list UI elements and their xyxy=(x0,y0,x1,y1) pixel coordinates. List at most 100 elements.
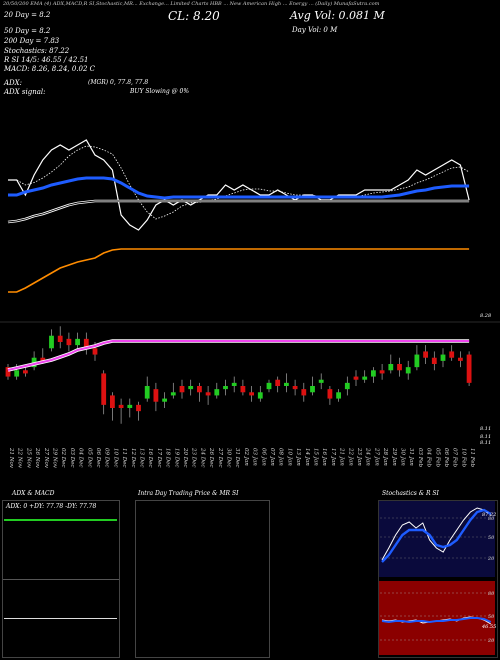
candle-body xyxy=(92,348,98,355)
candle-body xyxy=(75,338,80,346)
stoch-panel-title: Stochastics & R SI xyxy=(382,490,439,497)
candle-body xyxy=(110,395,115,408)
date-tick-label: 03 Dec xyxy=(69,448,75,468)
ema50-line-inner xyxy=(7,200,470,223)
candle-body xyxy=(162,398,167,402)
candle-body xyxy=(414,354,420,368)
date-tick-label: 22 Jan xyxy=(347,447,353,466)
date-tick-label: 22 Nov xyxy=(17,447,23,469)
date-tick-label: 20 Dec xyxy=(182,447,188,468)
candle-body xyxy=(362,376,368,380)
candle-body xyxy=(257,392,263,399)
date-tick-label: 02 Jan xyxy=(243,448,249,466)
date-tick-label: 17 Dec xyxy=(156,448,162,468)
date-tick-label: 17 Jan xyxy=(330,448,336,466)
candle-body xyxy=(344,382,350,390)
date-tick-label: 21 Nov xyxy=(8,447,14,469)
intraday-panel-title: Intra Day Trading Price & MR SI xyxy=(138,490,239,497)
date-tick-label: 04 Feb xyxy=(426,448,432,468)
candle-body xyxy=(14,370,20,377)
candle-body xyxy=(179,386,185,393)
candle-body xyxy=(327,389,333,399)
date-tick-label: 07 Feb xyxy=(452,448,458,468)
date-tick-label: 08 Jan xyxy=(278,448,284,466)
date-tick-label: 04 Dec xyxy=(78,448,84,468)
date-tick-label: 16 Jan xyxy=(321,448,327,466)
date-tick-label: 25 Nov xyxy=(25,447,31,469)
candle-body xyxy=(153,389,159,402)
stoch-rsi-panel xyxy=(378,500,498,658)
date-tick-label: 23 Dec xyxy=(191,447,197,468)
candle-body xyxy=(136,404,141,412)
date-tick-label: 21 Jan xyxy=(339,447,345,466)
candle-body xyxy=(223,386,228,390)
candle-body xyxy=(371,370,376,377)
price-label-top: 8.28 xyxy=(480,313,492,319)
candle-body xyxy=(188,386,194,390)
stoch-label: Stochastics: 87.22 xyxy=(4,47,70,55)
date-tick-label: 06 Dec xyxy=(95,448,101,468)
price-line xyxy=(8,139,470,231)
candle-body xyxy=(170,392,176,396)
candle-body xyxy=(240,386,246,393)
avg-vol-label: Avg Vol: 0.081 M xyxy=(290,9,385,22)
date-tick-label: 13 Jan xyxy=(295,448,301,466)
candle-body xyxy=(301,389,307,396)
day-vol-label: Day Vol: 0 M xyxy=(292,26,338,34)
candle-body xyxy=(449,351,455,358)
ema200-label: 200 Day = 7.83 xyxy=(4,37,60,45)
rsi-label: R SI 14/5: 46.55 / 42.51 xyxy=(4,56,89,64)
date-tick-label: 16 Dec xyxy=(147,448,153,468)
candle-body xyxy=(5,367,11,377)
candle-body xyxy=(83,338,89,349)
candle-body xyxy=(423,351,428,358)
intraday-panel xyxy=(135,500,270,658)
mrsi-label: (MGR) 0, 77.8, 77.8 xyxy=(88,79,149,86)
ema50-line-outer xyxy=(7,199,470,224)
adx-divider xyxy=(3,579,119,580)
date-tick-label: 27 Nov xyxy=(43,447,49,469)
candle-body xyxy=(318,379,324,383)
date-tick-label: 15 Jan xyxy=(313,448,319,466)
candle-body xyxy=(310,386,315,393)
date-tick-label: 28 Jan xyxy=(382,447,388,466)
date-tick-label: 18 Dec xyxy=(165,448,171,468)
date-tick-label: 03 Jan xyxy=(252,448,258,466)
date-tick-label: 26 Nov xyxy=(34,447,40,469)
ema20-line xyxy=(8,176,470,200)
candle-body xyxy=(336,392,341,399)
candle-body xyxy=(127,404,133,408)
date-tick-label: 02 Dec xyxy=(60,448,66,468)
adx-panel: ADX: 0 +DY: 77.78 -DY: 77.78 xyxy=(2,500,120,658)
price-average-line xyxy=(8,145,470,220)
date-tick-label: 24 Jan xyxy=(365,447,371,466)
magenta-average-line xyxy=(7,340,470,371)
date-tick-label: 30 Jan xyxy=(400,448,406,466)
candle-body xyxy=(292,386,298,390)
date-tick-label: 12 Dec xyxy=(130,448,136,468)
price-chart: 21 Nov 22 Nov 25 Nov 26 Nov 27 Nov 29 Nov 02 D… xyxy=(0,139,500,469)
date-tick-label: 31 Jan xyxy=(408,448,414,466)
date-tick-label: 14 Jan xyxy=(304,448,310,466)
date-tick-label: 30 Dec xyxy=(226,448,232,468)
candle-body xyxy=(205,392,211,396)
candle-body xyxy=(249,392,254,396)
date-tick-label: 19 Dec xyxy=(173,448,179,468)
date-tick-label: 13 Dec xyxy=(139,448,145,468)
date-tick-label: 31 Dec xyxy=(234,448,240,468)
adx-panel-title: ADX & MACD xyxy=(12,490,55,497)
candle-body xyxy=(101,373,107,405)
candle-body xyxy=(440,354,446,361)
candle-body xyxy=(197,386,202,393)
date-tick-label: 29 Jan xyxy=(391,447,397,466)
date-tick-label: 10 Jan xyxy=(286,448,292,466)
ema20-label: 20 Day = 8.2 xyxy=(4,11,51,19)
candle-body xyxy=(379,370,385,374)
date-tick-label: 29 Nov xyxy=(52,447,58,469)
date-tick-label: 27 Dec xyxy=(217,447,223,468)
date-tick-label: 23 Jan xyxy=(356,447,362,466)
candle-body xyxy=(458,357,463,361)
ema50-label: 50 Day = 8.2 xyxy=(4,27,51,35)
candle-body xyxy=(57,335,63,342)
date-tick-label: 11 Feb xyxy=(469,448,475,468)
